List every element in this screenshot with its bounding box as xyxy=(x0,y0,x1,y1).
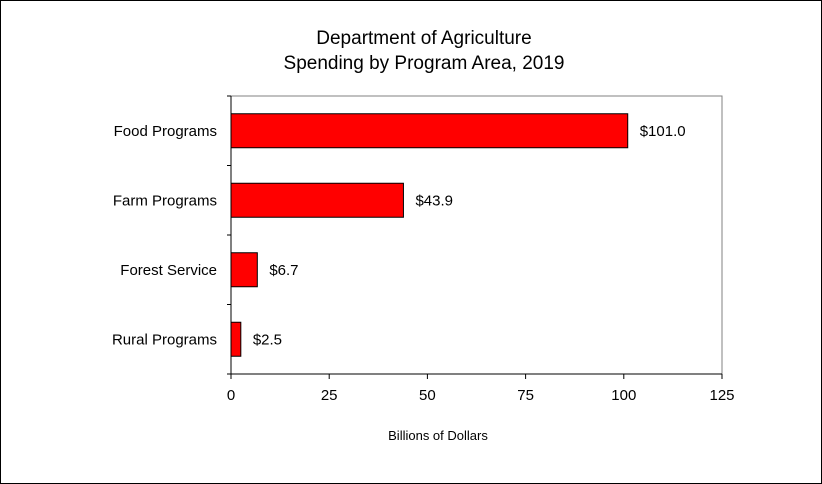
data-label: $101.0 xyxy=(640,123,686,140)
data-label: $2.5 xyxy=(253,331,282,348)
data-label: $43.9 xyxy=(415,192,453,209)
bar xyxy=(230,113,629,149)
category-label: Farm Programs xyxy=(113,192,217,209)
category-label: Forest Service xyxy=(120,262,217,279)
category-label: Food Programs xyxy=(114,123,217,140)
bar xyxy=(230,321,242,357)
x-tick-label: 50 xyxy=(419,387,436,404)
x-tick-label: 100 xyxy=(611,387,636,404)
bar xyxy=(230,182,404,218)
x-tick-label: 0 xyxy=(227,387,235,404)
data-label: $6.7 xyxy=(269,262,298,279)
x-tick-label: 125 xyxy=(709,387,734,404)
bar xyxy=(230,252,258,288)
category-label: Rural Programs xyxy=(112,331,217,348)
x-tick-label: 25 xyxy=(321,387,338,404)
chart-subtitle: Spending by Program Area, 2019 xyxy=(284,53,565,74)
x-axis-label: Billions of Dollars xyxy=(388,428,488,443)
chart-title: Department of Agriculture xyxy=(316,28,531,49)
x-tick-label: 75 xyxy=(517,387,534,404)
